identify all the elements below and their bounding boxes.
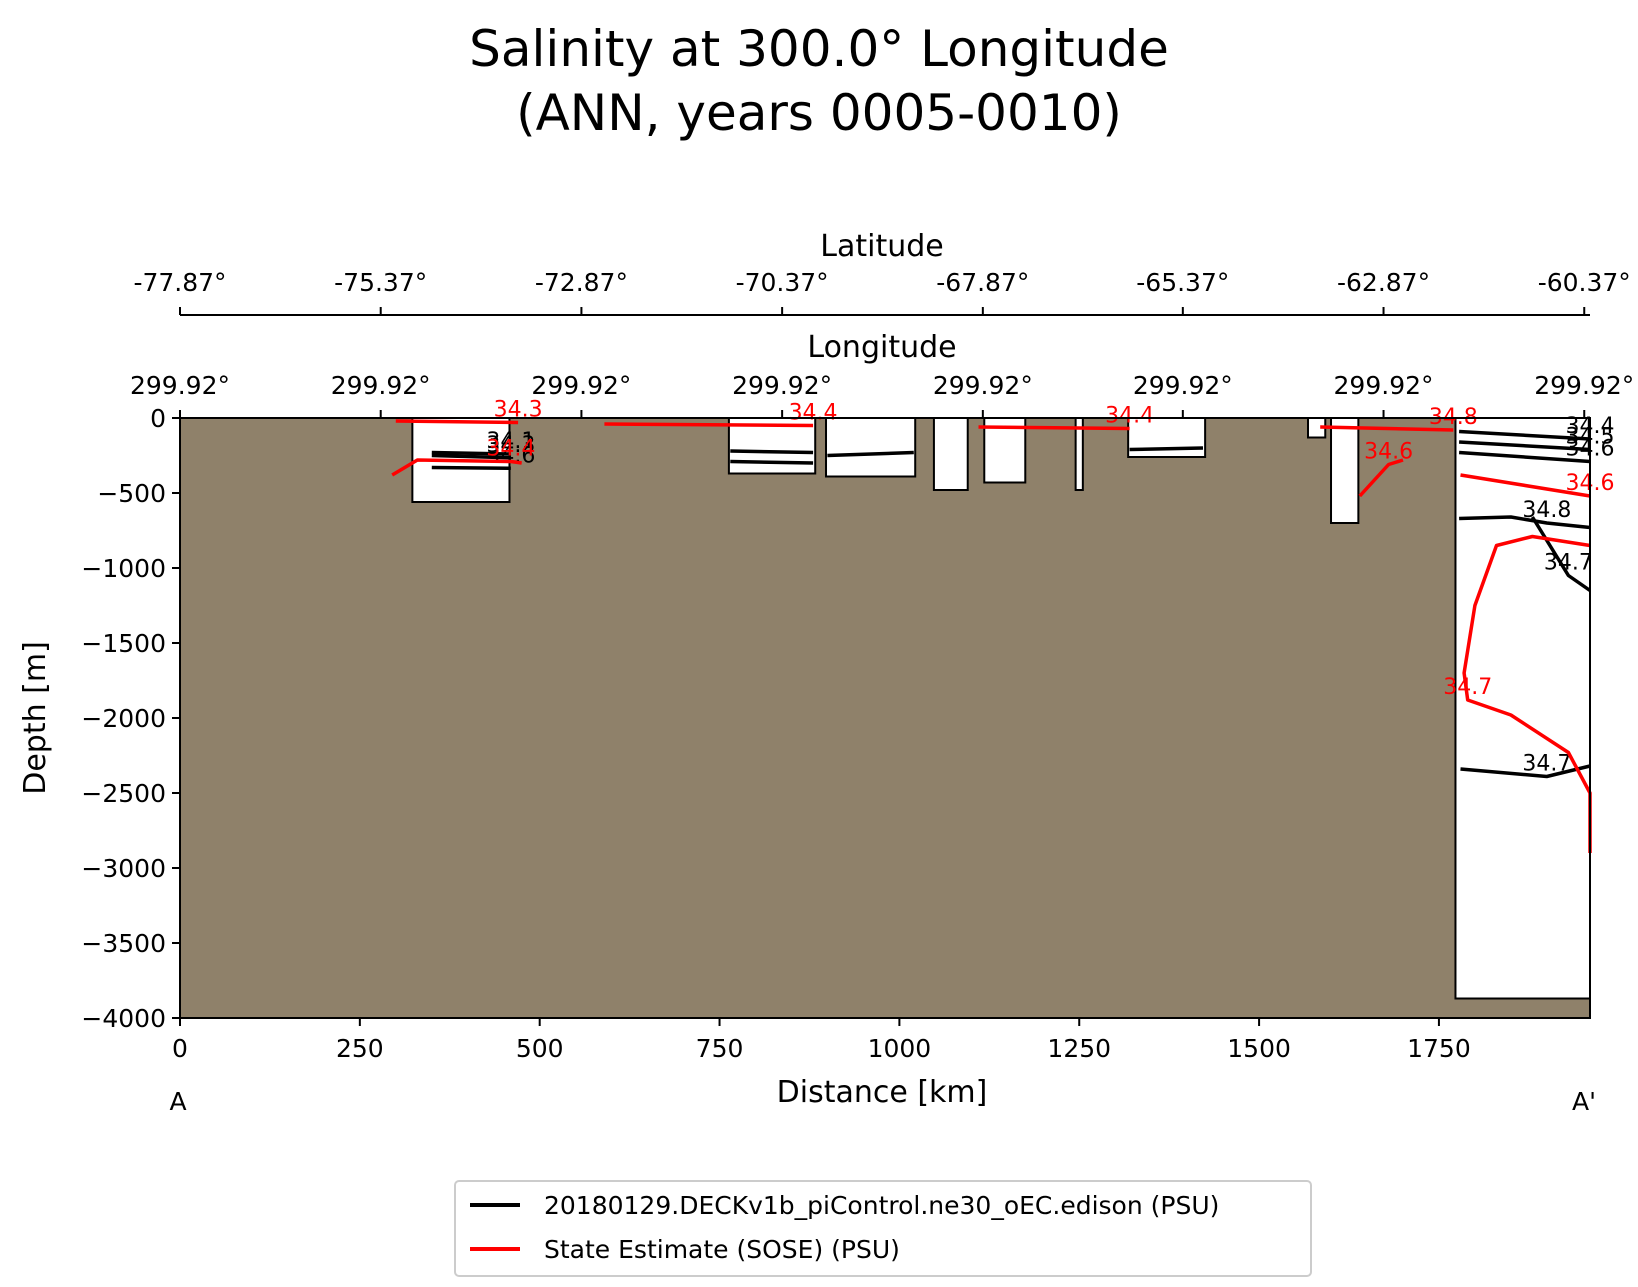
plot-area: 34.134.334.634.434.534.634.834.734.734.3…: [81, 398, 1614, 1064]
latitude-axis-label: Latitude: [820, 229, 943, 264]
water-region: [932, 417, 969, 491]
chart-title-line1: Salinity at 300.0° Longitude: [469, 20, 1169, 78]
contour-line: [431, 450, 511, 456]
contour-label: 34.3: [486, 433, 535, 458]
legend: 20180129.DECKv1b_piControl.ne30_oEC.edis…: [454, 1180, 1312, 1277]
top-tick-label: 299.92°: [732, 371, 832, 400]
x-tick-label: 1250: [1047, 1034, 1111, 1063]
contour-label: 34.6: [1364, 440, 1413, 465]
contour-line: [1358, 458, 1404, 498]
latitude-axis: -77.87° -75.37° -72.87° -70.37° -67.87° -65.3…: [133, 268, 1631, 316]
contour-line: [730, 449, 814, 455]
top-tick-label: -65.37°: [1136, 268, 1229, 297]
legend-label-model: 20180129.DECKv1b_piControl.ne30_oEC.edis…: [544, 1191, 1219, 1220]
top-tick-label: -62.87°: [1337, 268, 1430, 297]
top-tick-label: -70.37°: [736, 268, 829, 297]
x-tick-label: 0: [172, 1034, 188, 1063]
contour-line: [1530, 516, 1591, 592]
top-tick-label: 299.92°: [933, 371, 1033, 400]
top-tick-label: 299.92°: [1334, 371, 1434, 400]
legend-label-sose: State Estimate (SOSE) (PSU): [544, 1235, 900, 1264]
y-tick-label: −2000: [81, 704, 166, 733]
legend-box: [454, 1180, 1312, 1277]
x-tick-label: 250: [336, 1034, 384, 1063]
y-tick-label: 0: [150, 404, 166, 433]
contour-line: [978, 425, 1130, 431]
contour-label: 34.4: [486, 437, 535, 462]
contour-label: 34.4: [1105, 404, 1154, 429]
endpoint-end-label: A': [1572, 1087, 1596, 1116]
contour-line: [1459, 515, 1591, 530]
longitude-axis: 299.92° 299.92° 299.92° 299.92° 299.92° 299.9…: [130, 371, 1634, 419]
top-tick-label: -77.87°: [133, 268, 226, 297]
contour-line: [1458, 450, 1591, 464]
water-region: [825, 417, 917, 478]
contour-label: 34.8: [1522, 498, 1571, 523]
top-tick-label: -60.37°: [1538, 268, 1631, 297]
longitude-axis-label: Longitude: [807, 330, 956, 365]
contour-line: [1320, 425, 1454, 432]
contour-label: 34.6: [486, 443, 535, 468]
y-tick-label: −2500: [81, 779, 166, 808]
contour-line: [1129, 446, 1204, 452]
contour-label: 34.4: [789, 401, 838, 426]
y-tick-label: −500: [97, 479, 166, 508]
endpoint-start-label: A: [169, 1087, 186, 1116]
contour-line: [391, 458, 522, 477]
y-axis-label: Depth [m]: [18, 641, 53, 795]
x-tick-label: 750: [696, 1034, 744, 1063]
x-tick-label: 1750: [1407, 1034, 1471, 1063]
contour-label: 34.1: [486, 429, 535, 454]
x-tick-label: 1500: [1227, 1034, 1291, 1063]
contour-label: 34.7: [1522, 752, 1571, 777]
y-tick-label: −1500: [81, 629, 166, 658]
contour-line: [395, 419, 519, 425]
top-tick-label: 299.92°: [1534, 371, 1634, 400]
top-tick-label: 299.92°: [331, 371, 431, 400]
water-region: [1330, 417, 1360, 524]
contour-line: [431, 453, 511, 460]
y-tick-label: −4000: [81, 1004, 166, 1033]
top-tick-label: 299.92°: [130, 371, 230, 400]
y-tick-label: −3500: [81, 929, 166, 958]
top-tick-label: -75.37°: [334, 268, 427, 297]
water-region: [1454, 417, 1591, 1000]
top-tick-label: 299.92°: [1133, 371, 1233, 400]
contour-label: 34.7: [1443, 675, 1492, 700]
contour-line: [1460, 473, 1591, 498]
y-tick-label: −3000: [81, 854, 166, 883]
top-tick-label: -67.87°: [936, 268, 1029, 297]
x-tick-label: 1000: [868, 1034, 932, 1063]
x-tick-label: 500: [516, 1034, 564, 1063]
contour-series: 34.134.334.634.434.534.634.834.734.7: [431, 414, 1614, 779]
land-fill: [180, 418, 1590, 1018]
contour-line: [1462, 534, 1592, 853]
x-axis-label: Distance [km]: [777, 1075, 988, 1110]
y-tick-label: −1000: [81, 554, 166, 583]
top-tick-label: 299.92°: [531, 371, 631, 400]
contour-line: [730, 459, 814, 465]
contour-line: [431, 465, 511, 471]
contour-line: [827, 450, 914, 458]
contour-label: 34.7: [1544, 551, 1593, 576]
contour-line: [1458, 440, 1591, 452]
top-tick-label: -72.87°: [535, 268, 628, 297]
chart-title-line2: (ANN, years 0005-0010): [516, 84, 1122, 142]
contour-line: [1458, 429, 1591, 441]
contour-line: [604, 422, 814, 428]
